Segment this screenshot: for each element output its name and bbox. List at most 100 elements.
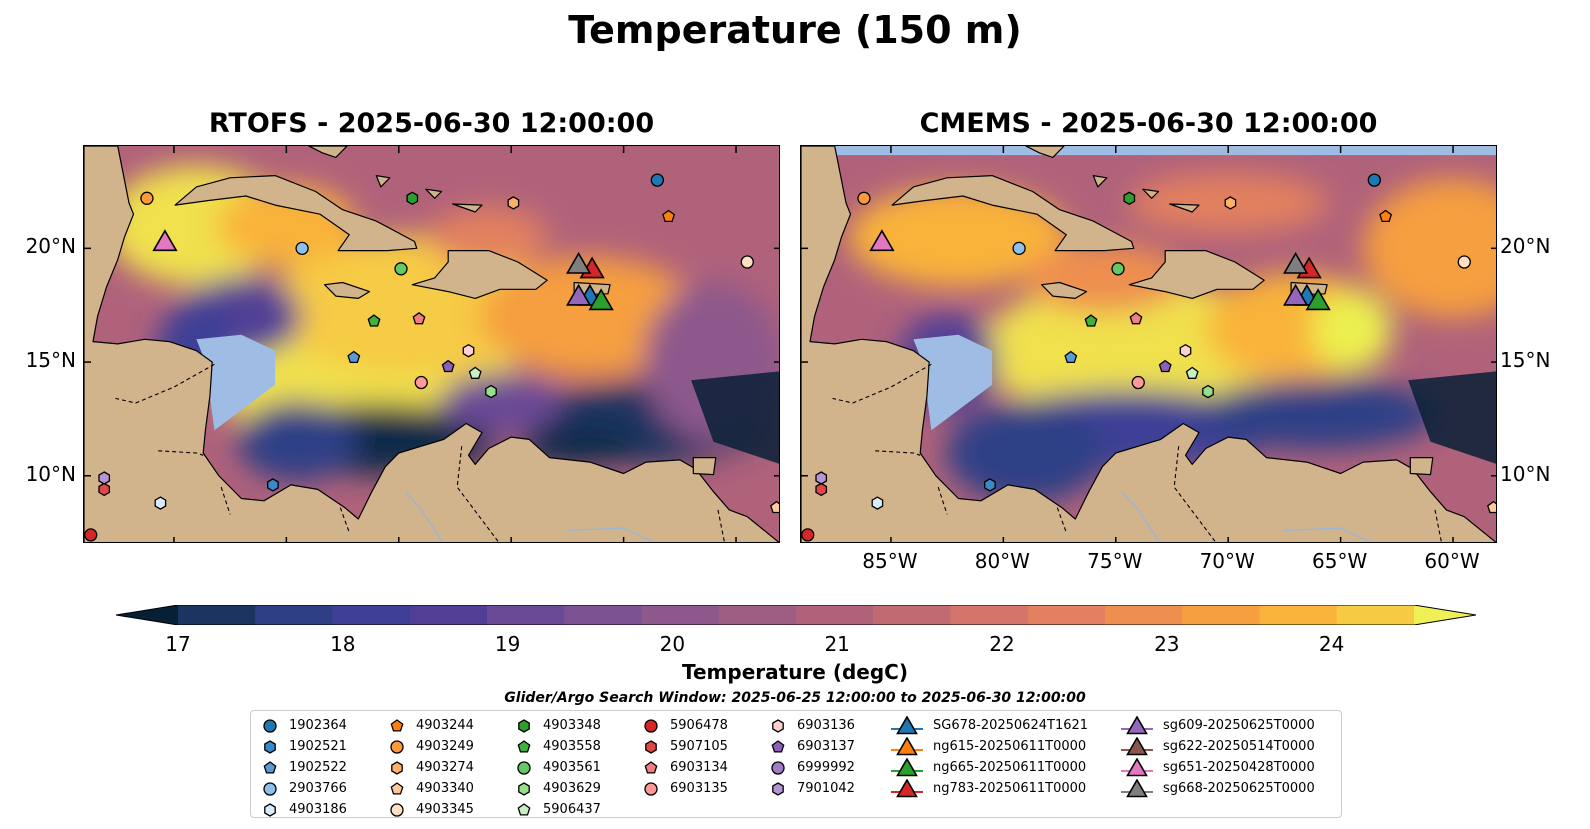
marker-5906437[interactable] — [468, 366, 482, 379]
legend-item-label: ng783-20250611T0000 — [933, 781, 1087, 796]
legend-marker[interactable] — [518, 781, 530, 796]
marker-sg609-20250625T0000[interactable] — [566, 283, 592, 306]
colorbar-band — [950, 605, 1029, 625]
legend-marker[interactable] — [390, 781, 404, 795]
marker-4903561[interactable] — [394, 262, 408, 276]
marker-2903766[interactable] — [1012, 241, 1026, 255]
marker-2903766[interactable] — [295, 241, 309, 255]
legend-marker[interactable] — [772, 718, 784, 733]
marker-6903134[interactable] — [412, 311, 426, 325]
marker-7901042[interactable] — [98, 471, 111, 485]
marker-1902364[interactable] — [1367, 173, 1381, 187]
marker-6903135[interactable] — [414, 375, 428, 390]
marker-4903244[interactable] — [1379, 209, 1393, 223]
legend-marker[interactable] — [517, 802, 531, 816]
legend-marker[interactable] — [771, 760, 785, 775]
colorbar-tick-label: 17 — [165, 632, 191, 656]
marker-4903186[interactable] — [154, 496, 167, 510]
colorbar-tick-label: 21 — [824, 632, 850, 656]
marker-5906478[interactable] — [801, 528, 815, 542]
marker-1902522[interactable] — [347, 350, 361, 364]
legend-circle-icon — [517, 760, 531, 775]
colorbar-band — [1182, 605, 1260, 625]
marker-6903136[interactable] — [1179, 343, 1192, 358]
marker-6903136[interactable] — [462, 343, 475, 358]
marker-4903249[interactable] — [140, 191, 154, 205]
map-cmems[interactable] — [800, 145, 1497, 543]
marker-ng665-20250611T0000[interactable] — [1305, 288, 1331, 311]
marker-4903558[interactable] — [367, 314, 381, 327]
marker-sg651-20250428T0000[interactable] — [152, 229, 178, 252]
marker-5907105[interactable] — [815, 482, 828, 497]
legend-marker[interactable] — [1126, 715, 1148, 734]
legend-marker[interactable] — [264, 739, 276, 754]
legend-marker[interactable] — [772, 781, 784, 796]
marker-4903629[interactable] — [1202, 384, 1214, 399]
marker-4903340[interactable] — [770, 500, 780, 514]
marker-1902522[interactable] — [1064, 350, 1078, 364]
marker-4903348[interactable] — [1123, 191, 1136, 206]
marker-6903134[interactable] — [1129, 311, 1143, 325]
legend-marker[interactable] — [645, 739, 657, 754]
marker-5906478[interactable] — [84, 528, 98, 542]
marker-sg668-20250625T0000[interactable] — [1283, 251, 1309, 274]
marker-4903558[interactable] — [1084, 314, 1098, 327]
marker-6903137[interactable] — [1158, 359, 1172, 373]
legend-marker[interactable] — [517, 739, 531, 753]
legend-marker[interactable] — [896, 778, 918, 797]
marker-4903345[interactable] — [740, 255, 754, 269]
legend-marker[interactable] — [390, 718, 404, 732]
marker-sg668-20250625T0000[interactable] — [566, 251, 592, 274]
legend-marker[interactable] — [1126, 778, 1148, 797]
legend-marker[interactable] — [1126, 736, 1148, 755]
marker-1902364[interactable] — [650, 173, 664, 187]
map-rtofs[interactable] — [83, 145, 780, 543]
legend-marker[interactable] — [263, 718, 277, 733]
marker-4903340[interactable] — [1487, 500, 1497, 514]
marker-4903629[interactable] — [485, 384, 497, 399]
legend-marker[interactable] — [263, 760, 277, 774]
legend-marker[interactable] — [896, 715, 918, 734]
marker-6903135[interactable] — [1131, 375, 1145, 390]
legend-item-label: 6903134 — [670, 760, 728, 775]
marker-4903186[interactable] — [871, 496, 884, 510]
colorbar-band — [641, 605, 720, 625]
legend-marker[interactable] — [390, 802, 404, 817]
marker-4903274[interactable] — [1224, 196, 1237, 210]
marker-4903348[interactable] — [406, 191, 419, 206]
marker-sg651-20250428T0000[interactable] — [869, 229, 895, 252]
legend-marker[interactable] — [263, 781, 277, 796]
colorbar-band — [1027, 605, 1106, 625]
marker-4903345[interactable] — [1457, 255, 1471, 269]
marker-7901042[interactable] — [815, 471, 828, 485]
marker-4903244[interactable] — [662, 209, 676, 223]
marker-1902521[interactable] — [267, 478, 279, 492]
legend-marker[interactable] — [390, 739, 404, 754]
legend-item-label: ng665-20250611T0000 — [933, 760, 1087, 775]
legend-marker[interactable] — [644, 781, 658, 796]
marker-4903249[interactable] — [857, 191, 871, 205]
marker-5907105[interactable] — [98, 482, 111, 497]
marker-5906437[interactable] — [1185, 366, 1199, 379]
legend-marker[interactable] — [1126, 757, 1148, 776]
lon-tick-label: 70°W — [1199, 549, 1255, 573]
legend-marker[interactable] — [771, 739, 785, 753]
marker-ng665-20250611T0000[interactable] — [588, 288, 614, 311]
legend-marker[interactable] — [896, 757, 918, 776]
legend-marker[interactable] — [896, 736, 918, 755]
legend-marker[interactable] — [517, 760, 531, 775]
marker-4903274[interactable] — [507, 196, 520, 210]
river — [404, 491, 444, 542]
marker-4903561[interactable] — [1111, 262, 1125, 276]
legend-column: 4903244 4903249 4903274 4903340 4903345 — [388, 715, 474, 820]
legend-marker[interactable] — [264, 802, 276, 817]
legend-marker[interactable] — [644, 760, 658, 774]
legend-marker[interactable] — [644, 718, 658, 733]
marker-6903137[interactable] — [441, 359, 455, 373]
landmass — [425, 188, 443, 199]
marker-sg609-20250625T0000[interactable] — [1283, 283, 1309, 306]
legend-marker[interactable] — [518, 718, 530, 733]
marker-1902521[interactable] — [984, 478, 996, 492]
legend-marker[interactable] — [391, 760, 403, 775]
legend-item — [642, 799, 728, 820]
